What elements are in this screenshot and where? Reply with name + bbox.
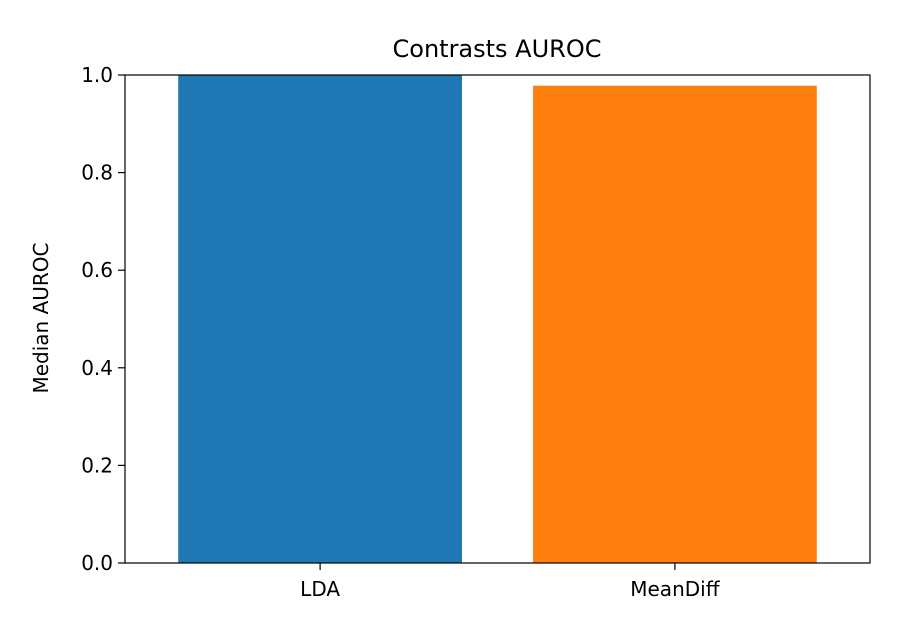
chart-title: Contrasts AUROC [393, 35, 602, 63]
bar-meandiff [532, 85, 817, 564]
y-tick-label: 0.2 [81, 453, 113, 477]
y-axis: 0.0 0.2 0.4 0.6 0.8 1.0 [81, 63, 125, 575]
y-tick-label: 0.4 [81, 356, 113, 380]
x-tick-label: LDA [300, 577, 340, 601]
x-axis: LDA MeanDiff [300, 563, 721, 601]
y-tick-label: 1.0 [81, 63, 113, 87]
y-axis-label: Median AUROC [29, 242, 53, 393]
y-tick-label: 0.8 [81, 161, 113, 185]
y-tick-label: 0.6 [81, 258, 113, 282]
bar-group [178, 75, 817, 564]
x-tick-label: MeanDiff [630, 577, 720, 601]
bar-lda [178, 75, 463, 563]
plot-frame [124, 74, 871, 564]
y-tick-label: 0.0 [81, 551, 113, 575]
